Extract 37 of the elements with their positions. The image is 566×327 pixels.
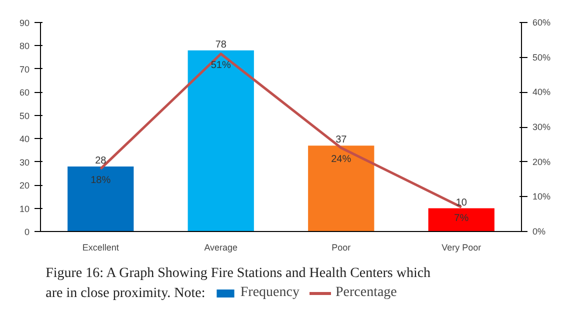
caption: Figure 16: A Graph Showing Fire Stations and Health Centers which xyxy=(46,266,431,281)
y-tick-label: 30 xyxy=(19,157,30,168)
legend-label: Percentage xyxy=(335,285,397,301)
text: 7% xyxy=(454,213,469,224)
y2-tick-label: 40% xyxy=(532,87,551,98)
text: 18% xyxy=(90,174,111,186)
y2-tick-label: 20% xyxy=(532,156,551,167)
y-tick-label: 80 xyxy=(19,41,30,52)
y-tick-label: 70 xyxy=(19,64,30,74)
legend-label: Frequency xyxy=(240,285,300,301)
y-tick-label: 50 xyxy=(19,110,30,121)
y2-tick-label: 30% xyxy=(532,122,551,132)
y-tick-label: 0 xyxy=(24,227,30,237)
y2-tick-label: 50% xyxy=(532,52,551,62)
text: are in close proximity. Note: xyxy=(46,286,206,301)
text: 51% xyxy=(210,60,231,71)
y2-tick-label: 0% xyxy=(532,226,546,236)
y-tick-label: 10 xyxy=(19,204,30,214)
y2-tick-label: 10% xyxy=(532,192,551,202)
bar xyxy=(308,146,374,232)
y2-tick-label: 60% xyxy=(532,18,551,28)
text: 78 xyxy=(215,39,226,50)
x-tick-label: Average xyxy=(204,242,238,252)
x-tick-label: Very Poor xyxy=(442,242,482,252)
text: 24% xyxy=(331,154,352,165)
y-tick-label: 90 xyxy=(19,18,30,28)
text: 10 xyxy=(456,197,467,208)
x-tick-label: Poor xyxy=(332,242,351,252)
bar xyxy=(188,50,254,232)
bar xyxy=(68,166,134,232)
text: 28 xyxy=(95,155,106,166)
bar xyxy=(428,208,494,232)
y-tick-label: 40 xyxy=(19,134,30,144)
x-tick-label: Excellent xyxy=(82,242,120,252)
y-tick-label: 20 xyxy=(19,180,30,191)
y-tick-label: 60 xyxy=(19,88,30,98)
text: 37 xyxy=(336,134,347,146)
